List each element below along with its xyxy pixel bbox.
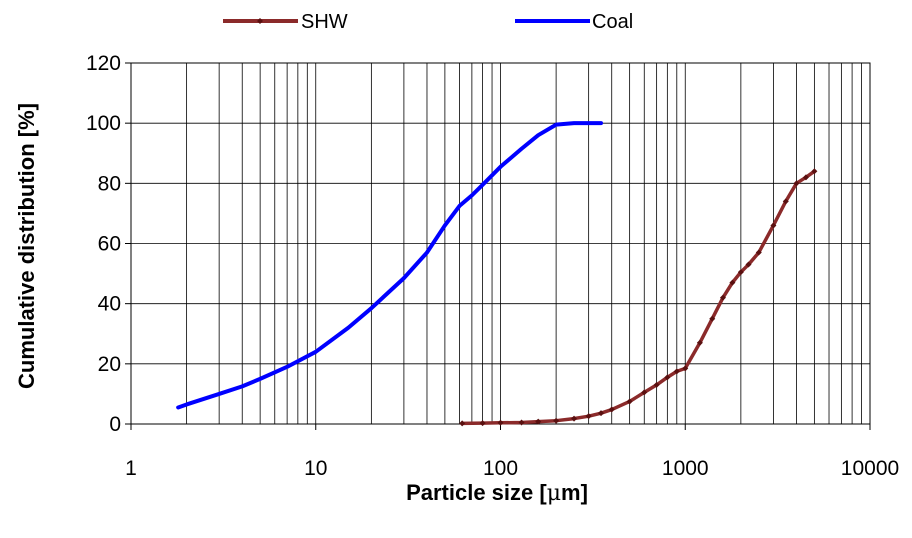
data-point-shw xyxy=(737,269,744,276)
y-axis-ticks: 0 20 40 60 80 100 120 xyxy=(86,52,131,436)
data-point-shw xyxy=(709,315,716,322)
legend-marker-shw xyxy=(257,18,263,24)
y-tick-label: 120 xyxy=(86,52,121,75)
data-point-shw xyxy=(793,180,800,187)
y-tick-label: 0 xyxy=(109,413,121,436)
data-point-shw xyxy=(479,420,486,427)
x-axis-ticks: 1 10 100 1000 10000 xyxy=(125,424,899,480)
x-tick-label: 100 xyxy=(483,457,518,480)
x-axis-title: Particle size [μm] xyxy=(406,480,588,506)
y-tick-label: 40 xyxy=(98,293,121,316)
data-point-shw xyxy=(745,261,752,268)
data-point-shw xyxy=(553,417,560,424)
x-axis-title-prefix: Particle size [ xyxy=(406,480,547,505)
data-point-shw xyxy=(811,168,818,175)
data-point-shw xyxy=(497,419,504,426)
data-point-shw xyxy=(626,398,633,405)
data-point-shw xyxy=(641,389,648,396)
series-line-coal xyxy=(176,121,604,410)
data-point-shw xyxy=(653,381,660,388)
data-point-shw xyxy=(802,174,809,181)
data-point-shw xyxy=(719,294,726,301)
data-point-shw xyxy=(459,420,466,427)
y-tick-label: 60 xyxy=(98,233,121,256)
data-point-shw xyxy=(682,365,689,372)
y-tick-label: 80 xyxy=(98,172,121,195)
y-axis-title: Cumulative distribution [%] xyxy=(14,103,39,389)
x-axis-title-mu: μ xyxy=(547,481,561,506)
series-group xyxy=(176,121,818,427)
y-tick-label: 100 xyxy=(86,112,121,135)
x-tick-label: 1000 xyxy=(662,457,709,480)
data-point-shw xyxy=(585,413,592,420)
legend-item-shw: SHW xyxy=(223,11,348,33)
y-tick-label: 20 xyxy=(98,353,121,376)
grid xyxy=(131,63,870,424)
legend: SHW Coal xyxy=(223,11,633,33)
data-point-shw xyxy=(571,415,578,422)
data-point-shw xyxy=(770,222,777,229)
legend-label-shw: SHW xyxy=(301,11,348,33)
data-point-shw xyxy=(664,374,671,381)
x-axis-title-suffix: m] xyxy=(561,480,588,505)
data-point-shw xyxy=(518,419,525,426)
data-point-shw xyxy=(782,198,789,205)
data-point-shw xyxy=(598,410,605,417)
x-tick-label: 10 xyxy=(304,457,327,480)
data-point-shw xyxy=(608,406,615,413)
x-tick-label: 1 xyxy=(125,457,137,480)
legend-item-coal: Coal xyxy=(515,11,633,33)
legend-label-coal: Coal xyxy=(592,11,633,33)
data-point-shw xyxy=(755,249,762,256)
data-point-shw xyxy=(535,418,542,425)
data-point-shw xyxy=(696,339,703,346)
x-tick-label: 10000 xyxy=(841,457,899,480)
data-point-shw xyxy=(729,279,736,286)
series-line-shw xyxy=(460,169,817,426)
data-point-shw xyxy=(673,368,680,375)
